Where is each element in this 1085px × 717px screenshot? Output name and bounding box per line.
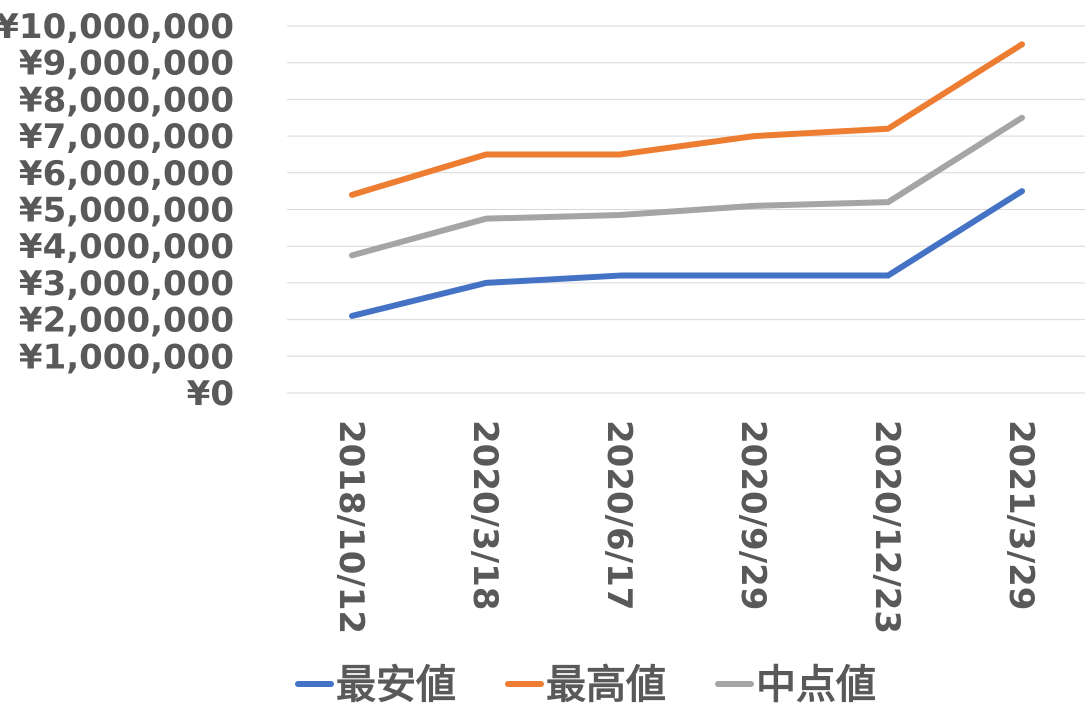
legend-label: 最安値 — [336, 662, 456, 708]
y-axis-ticks: ¥0¥1,000,000¥2,000,000¥3,000,000¥4,000,0… — [0, 7, 234, 414]
y-tick-label: ¥0 — [187, 374, 234, 414]
y-tick-label: ¥6,000,000 — [19, 154, 234, 194]
x-axis-ticks: 2018/10/12 2020/3/18 2020/6/17 2020/9/29 202… — [331, 420, 1041, 634]
y-tick-label: ¥10,000,000 — [0, 7, 234, 47]
legend-label: 中点値 — [756, 662, 876, 708]
x-tick-label: 2020/6/17 — [599, 420, 639, 610]
series-line — [349, 114, 1025, 259]
y-tick-label: ¥3,000,000 — [19, 264, 234, 304]
legend: 最安値 最高値 中点値 — [295, 662, 876, 708]
series-line — [349, 41, 1025, 198]
x-tick-label: 2018/10/12 — [331, 420, 371, 634]
legend-label: 最高値 — [546, 662, 666, 708]
x-tick-label: 2020/3/18 — [465, 420, 505, 610]
x-tick-label: 2021/3/29 — [1001, 420, 1041, 610]
y-tick-label: ¥9,000,000 — [19, 44, 234, 84]
y-tick-label: ¥1,000,000 — [19, 337, 234, 377]
x-tick-label: 2020/9/29 — [733, 420, 773, 610]
y-tick-label: ¥4,000,000 — [19, 227, 234, 267]
series-lines — [349, 41, 1025, 319]
x-tick-label: 2020/12/23 — [867, 420, 907, 634]
y-tick-label: ¥7,000,000 — [19, 117, 234, 157]
y-tick-label: ¥8,000,000 — [19, 80, 234, 120]
y-tick-label: ¥5,000,000 — [19, 191, 234, 231]
y-tick-label: ¥2,000,000 — [19, 301, 234, 341]
series-line — [349, 188, 1025, 319]
